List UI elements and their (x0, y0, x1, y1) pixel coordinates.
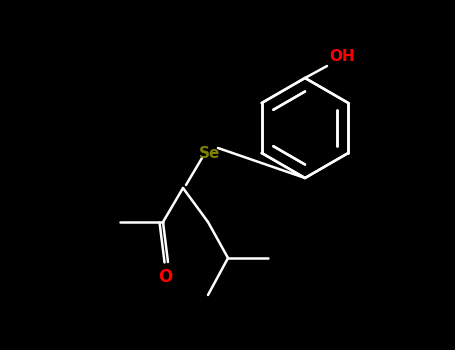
Text: OH: OH (329, 49, 355, 64)
Text: O: O (158, 268, 172, 286)
Text: Se: Se (199, 146, 221, 161)
